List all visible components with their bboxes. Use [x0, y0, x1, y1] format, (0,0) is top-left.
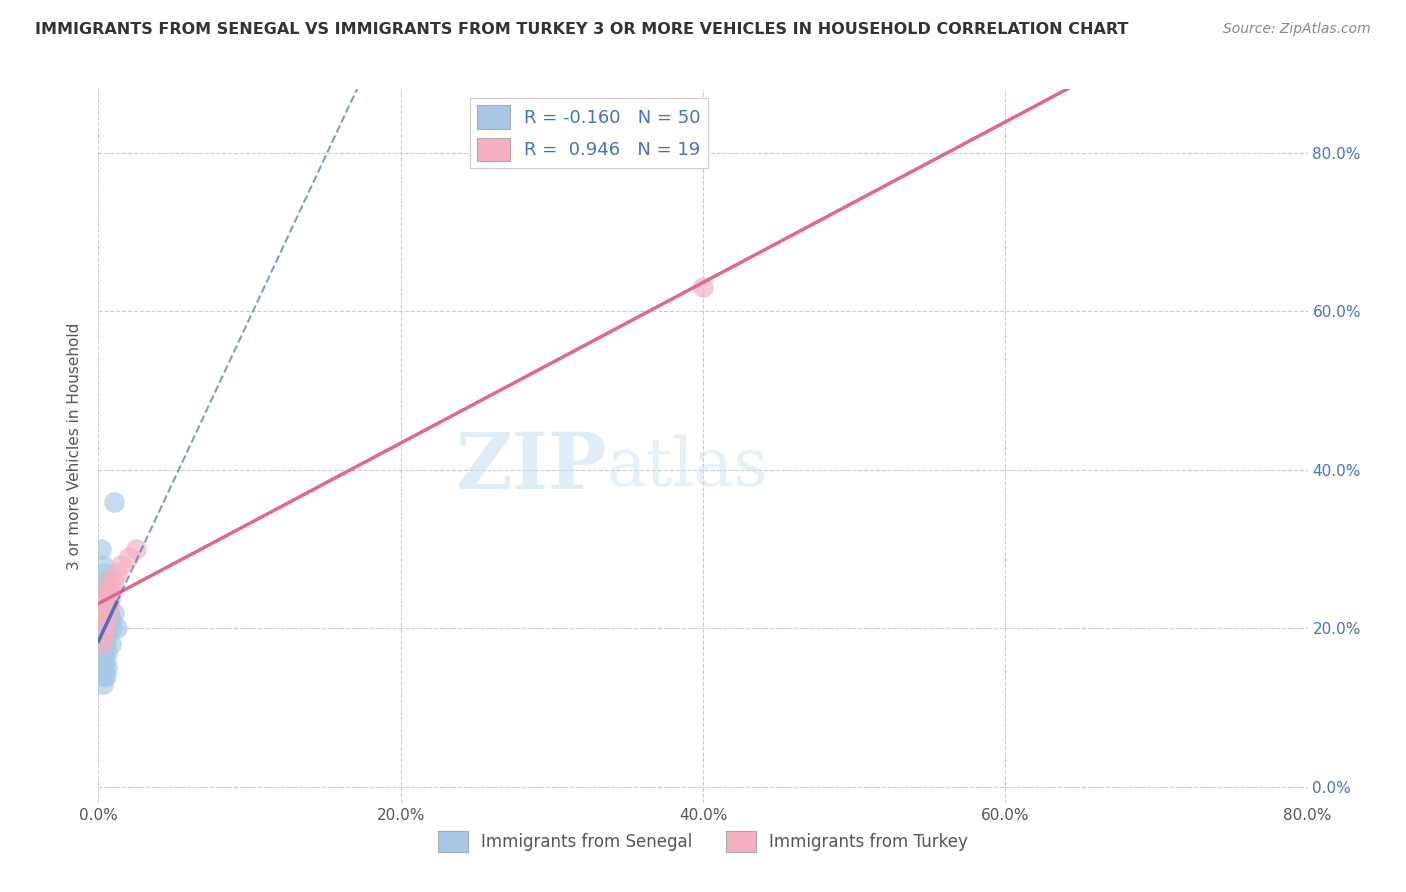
Point	[98, 606, 121, 620]
Point	[96, 661, 118, 675]
Text: ZIP: ZIP	[454, 429, 606, 506]
Point	[91, 653, 114, 667]
Y-axis label: 3 or more Vehicles in Household: 3 or more Vehicles in Household	[67, 322, 83, 570]
Point	[96, 598, 118, 612]
Point	[90, 637, 112, 651]
Point	[90, 542, 112, 557]
Point	[93, 614, 115, 628]
Point	[90, 614, 112, 628]
Point	[91, 621, 114, 635]
Point	[103, 494, 125, 508]
Point	[96, 645, 118, 659]
Point	[94, 606, 117, 620]
Point	[93, 645, 115, 659]
Point	[98, 606, 121, 620]
Point	[91, 629, 114, 643]
Point	[100, 637, 122, 651]
Point	[91, 606, 114, 620]
Point	[93, 566, 115, 580]
Point	[96, 582, 118, 596]
Point	[91, 677, 114, 691]
Point	[93, 598, 115, 612]
Point	[90, 629, 112, 643]
Point	[91, 558, 114, 572]
Point	[94, 669, 117, 683]
Point	[118, 549, 141, 564]
Point	[96, 606, 118, 620]
Point	[93, 614, 115, 628]
Point	[96, 598, 118, 612]
Point	[91, 629, 114, 643]
Point	[91, 606, 114, 620]
Point	[103, 606, 125, 620]
Point	[93, 661, 115, 675]
Point	[90, 669, 112, 683]
Point	[93, 582, 115, 596]
Point	[96, 621, 118, 635]
Point	[125, 542, 148, 557]
Point	[94, 582, 117, 596]
Point	[91, 590, 114, 604]
Point	[94, 637, 117, 651]
Point	[94, 606, 117, 620]
Legend: Immigrants from Senegal, Immigrants from Turkey: Immigrants from Senegal, Immigrants from…	[432, 824, 974, 859]
Point	[100, 614, 122, 628]
Text: IMMIGRANTS FROM SENEGAL VS IMMIGRANTS FROM TURKEY 3 OR MORE VEHICLES IN HOUSEHOL: IMMIGRANTS FROM SENEGAL VS IMMIGRANTS FR…	[35, 22, 1129, 37]
Point	[100, 590, 122, 604]
Point	[98, 574, 121, 588]
Point	[105, 621, 128, 635]
Point	[94, 621, 117, 635]
Point	[94, 590, 117, 604]
Point	[93, 621, 115, 635]
Point	[96, 629, 118, 643]
Point	[94, 590, 117, 604]
Point	[110, 558, 132, 572]
Point	[90, 661, 112, 675]
Point	[91, 637, 114, 651]
Point	[101, 621, 124, 635]
Point	[101, 582, 124, 596]
Point	[93, 598, 115, 612]
Point	[93, 637, 115, 651]
Point	[93, 645, 115, 659]
Text: Source: ZipAtlas.com: Source: ZipAtlas.com	[1223, 22, 1371, 37]
Point	[105, 566, 128, 580]
Point	[90, 645, 112, 659]
Point	[100, 614, 122, 628]
Point	[91, 574, 114, 588]
Point	[90, 621, 112, 635]
Text: atlas: atlas	[606, 434, 768, 500]
Point	[94, 614, 117, 628]
Point	[103, 574, 125, 588]
Point	[692, 280, 714, 294]
Point	[93, 669, 115, 683]
Point	[98, 598, 121, 612]
Point	[94, 653, 117, 667]
Point	[91, 653, 114, 667]
